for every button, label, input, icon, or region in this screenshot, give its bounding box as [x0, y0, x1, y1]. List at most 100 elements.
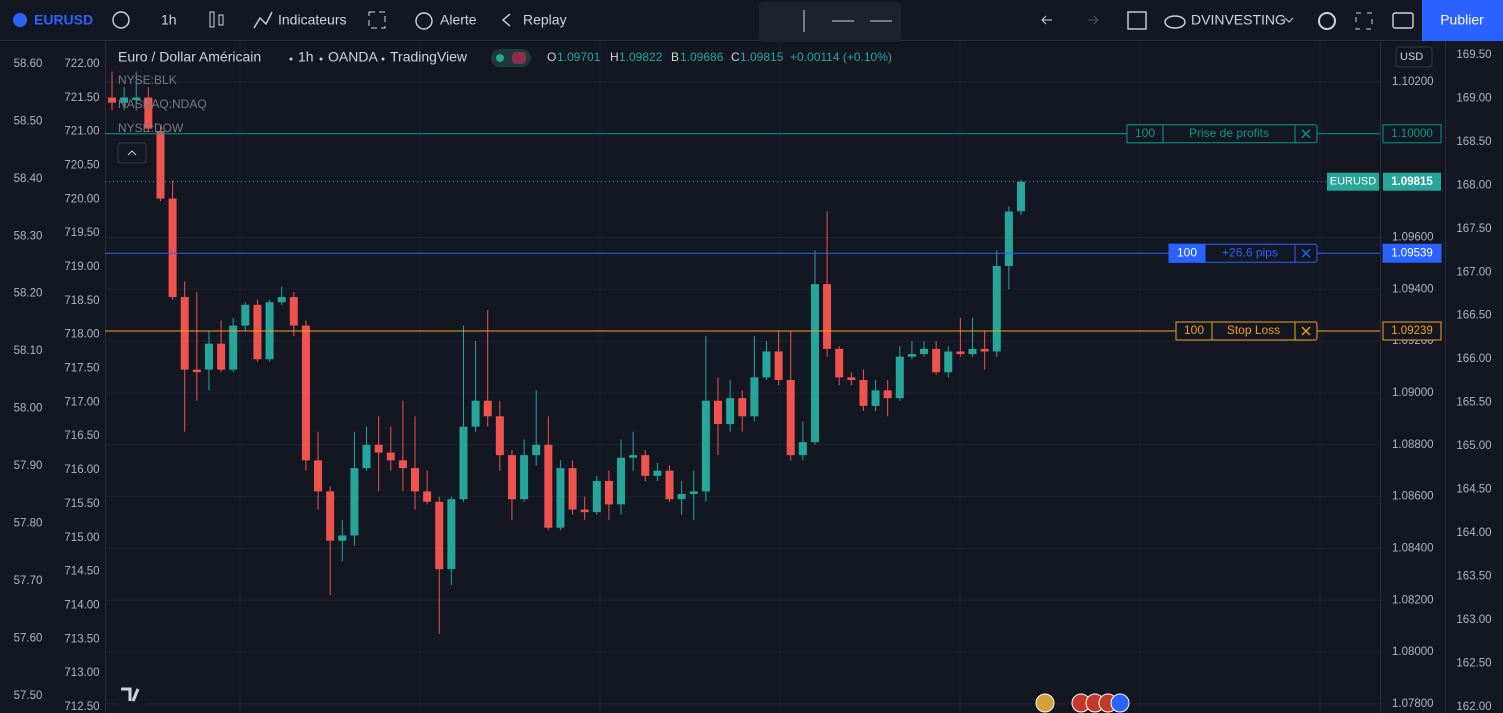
redo[interactable]	[1088, 15, 1099, 25]
level-price: 1.10000	[1391, 128, 1433, 140]
candle-body	[435, 501, 444, 570]
candle-body	[786, 379, 795, 456]
replay[interactable]: Replay	[523, 12, 567, 28]
account-caret[interactable]	[1284, 17, 1294, 23]
level-close	[1301, 326, 1311, 336]
level-price-badge	[1382, 321, 1442, 341]
axis-tick-label: 58.10	[14, 345, 43, 357]
candle-body	[350, 468, 359, 536]
candle-body	[132, 97, 141, 101]
symbol-title: Euro / Dollar Américain	[118, 49, 261, 65]
add-symbol[interactable]	[112, 11, 130, 29]
undo[interactable]	[1041, 15, 1052, 25]
axis-tick-label: 168.50	[1456, 136, 1491, 148]
candle-body	[980, 348, 989, 352]
axis-tick-label: 57.80	[14, 517, 43, 529]
level-price-badge	[1382, 124, 1442, 144]
price-tick-label: 1.09600	[1392, 231, 1434, 243]
candle-body	[326, 491, 335, 541]
candle-body	[362, 444, 371, 469]
level-quantity: 100	[1184, 323, 1204, 337]
candle-body	[156, 131, 165, 199]
axis-tick-label: 166.00	[1456, 353, 1491, 365]
candle-body	[120, 97, 129, 103]
candle-body	[956, 351, 965, 355]
axis-tick-label: 58.00	[14, 403, 43, 415]
candle-body	[398, 460, 407, 469]
candle-body	[507, 455, 516, 500]
replay-icon[interactable]	[501, 13, 511, 27]
level-name: Stop Loss	[1227, 323, 1280, 337]
candle-body	[1004, 211, 1013, 266]
layout-icon[interactable]	[368, 11, 386, 29]
indicators[interactable]: Indicateurs	[278, 12, 346, 28]
last-price-name-badge	[1327, 172, 1379, 191]
axis-tick-label: 58.20	[14, 288, 43, 300]
event-flag[interactable]	[1110, 693, 1130, 713]
ohlc-value: 1.09815	[740, 50, 784, 64]
interval[interactable]: 1h	[161, 12, 177, 28]
candle-body	[871, 390, 880, 406]
cloud-icon[interactable]	[1164, 15, 1186, 29]
tv-logo[interactable]	[118, 682, 146, 706]
price-tick-label: 1.08000	[1392, 646, 1434, 658]
chart-style-icon[interactable]	[209, 11, 215, 28]
publish-button[interactable]	[1422, 0, 1503, 41]
candle-body	[726, 398, 735, 425]
overlay-symbol[interactable]: NYSE:DOW	[118, 121, 184, 135]
axis-tick-label: 163.50	[1456, 571, 1491, 583]
axis-tick-label: 57.60	[14, 632, 43, 644]
ohlc-label: O	[547, 50, 556, 64]
price-tick-label: 1.09400	[1392, 283, 1434, 295]
event-flag[interactable]	[1035, 693, 1055, 713]
level-qty-box	[1175, 321, 1213, 341]
screenshot[interactable]	[1392, 12, 1414, 29]
fullscreen[interactable]	[1355, 12, 1373, 30]
indicators-icon[interactable]	[253, 11, 273, 29]
overlay-symbol[interactable]: NASDAQ:NDAQ	[118, 97, 207, 111]
axis-tick-label: 57.70	[14, 575, 43, 587]
price-tick-label: 1.08200	[1392, 594, 1434, 606]
axis-tick-label: 162.00	[1456, 701, 1491, 713]
alert-icon[interactable]	[415, 12, 433, 30]
axis-tick-label: 57.90	[14, 460, 43, 472]
candle-body	[301, 325, 310, 461]
candle-body	[217, 343, 226, 370]
overlay-symbol[interactable]: NYSE:BLK	[118, 73, 177, 87]
settings[interactable]	[1318, 12, 1336, 30]
candle-body	[932, 348, 941, 373]
market-flag	[512, 52, 526, 64]
price-tick-label: 1.09000	[1392, 387, 1434, 399]
candle-body	[762, 351, 771, 378]
fullscreen-layout[interactable]	[1127, 11, 1147, 30]
level-qty-box	[1168, 243, 1206, 263]
collapse-legend[interactable]	[117, 142, 147, 164]
chart-style-icon[interactable]	[218, 14, 224, 26]
axis-tick-label: 721.00	[64, 126, 99, 138]
symbol-icon[interactable]	[13, 13, 27, 27]
last-price-name: EURUSD	[1330, 176, 1377, 188]
axis-tick-label: 718.00	[64, 329, 99, 341]
symbol[interactable]: EURUSD	[34, 12, 93, 28]
candle-body	[907, 354, 916, 357]
currency-button[interactable]	[1395, 46, 1433, 68]
level-name: Prise de profits	[1189, 126, 1269, 140]
level-close	[1301, 248, 1311, 258]
candle-body	[374, 444, 383, 453]
candle-body	[920, 348, 929, 355]
axis-tick-label: 717.00	[64, 396, 99, 408]
axis-tick-label: 164.00	[1456, 527, 1491, 539]
axis-tick-label: 712.50	[64, 701, 99, 713]
axis-tick-label: 717.50	[64, 363, 99, 375]
separator	[319, 57, 323, 61]
alert[interactable]: Alerte	[440, 12, 477, 28]
account[interactable]: DVINVESTING	[1191, 12, 1286, 28]
axis-tick-label: 719.50	[64, 227, 99, 239]
axis-tick-label: 162.50	[1456, 657, 1491, 669]
publish[interactable]: Publier	[1440, 12, 1484, 28]
ohlc-label: B	[671, 50, 679, 64]
currency[interactable]: USD	[1400, 51, 1423, 63]
axis-tick-label: 58.30	[14, 230, 43, 242]
candle-body	[204, 343, 213, 370]
candle-body	[544, 444, 553, 528]
